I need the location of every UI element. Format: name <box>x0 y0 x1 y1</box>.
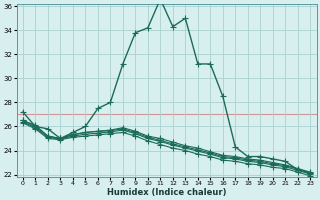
X-axis label: Humidex (Indice chaleur): Humidex (Indice chaleur) <box>107 188 226 197</box>
